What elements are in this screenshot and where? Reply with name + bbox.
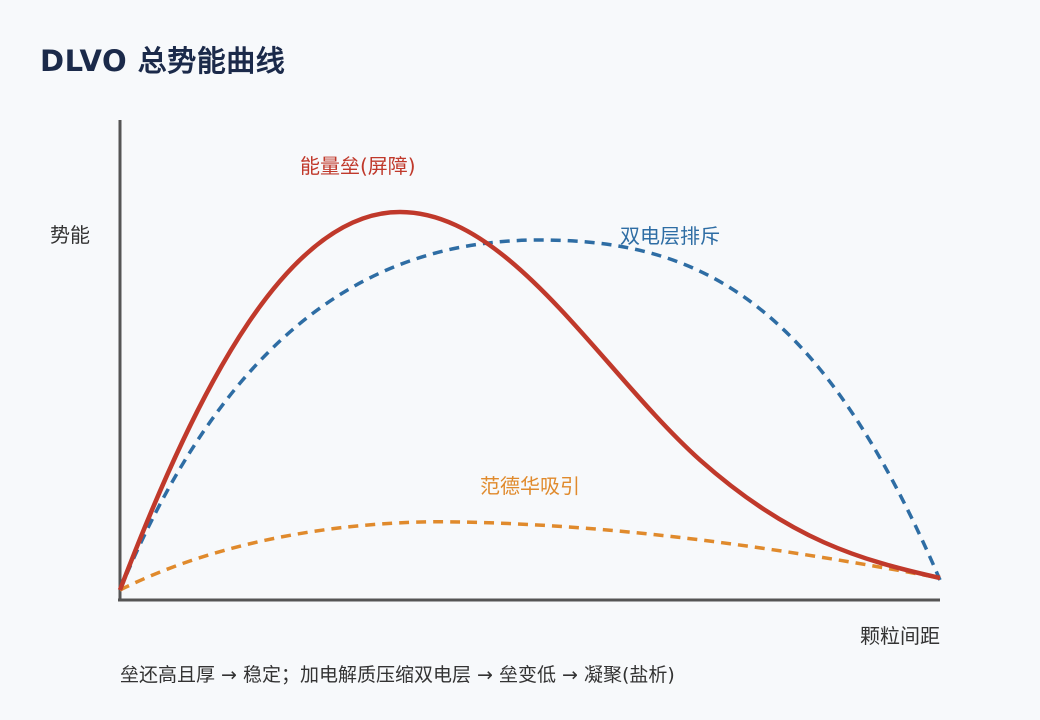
repulsion-curve — [118, 238, 942, 591]
y-axis-label: 势能 — [50, 223, 90, 247]
attraction-curve — [119, 520, 941, 592]
attraction-label: 范德华吸引 — [480, 474, 580, 498]
barrier-curve — [117, 209, 941, 591]
repulsion-label: 双电层排斥 — [620, 224, 720, 248]
explanation-note: 垒还高且厚 → 稳定；加电解质压缩双电层 → 垒变低 → 凝聚(盐析) — [120, 664, 675, 686]
page-title: DLVO 总势能曲线 — [40, 44, 286, 78]
barrier-label: 能量垒(屏障) — [300, 154, 416, 178]
x-axis-label: 颗粒间距 — [860, 624, 940, 648]
